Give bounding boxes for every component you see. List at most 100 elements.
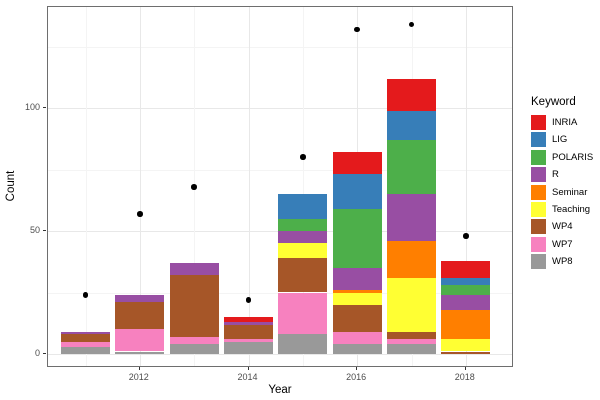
bar-segment-wp8 [332,344,382,354]
grid-major-y [48,108,512,109]
x-tick-label: 2012 [128,372,149,382]
bar-segment-wp4 [61,334,110,342]
legend-label: WP4 [552,221,573,233]
bar-segment-inria [332,152,382,175]
bar-segment-wp4 [441,351,491,354]
data-point [463,233,469,239]
bar-segment-polaris [278,218,328,231]
y-tick-mark [43,107,46,108]
bar-segment-lig [278,194,328,219]
bar-segment-inria [224,317,273,322]
y-tick-mark [43,353,46,354]
legend-item-wp7: WP7 [531,236,593,252]
bar-segment-wp4 [169,275,219,337]
x-tick-mark [464,367,466,370]
legend-item-polaris: POLARIS [531,149,594,165]
grid-major-x [465,7,467,366]
legend-swatch-inria [531,115,546,130]
legend: Keyword INRIA LIG POLARIS R Seminar Teaching W… [531,96,593,272]
bar-segment-wp4 [278,258,328,293]
legend-swatch-wp8 [531,254,546,270]
bar-segment-wp4 [332,304,382,332]
x-tick-label: 2018 [454,372,475,382]
y-tick-mark [43,230,46,231]
grid-minor-y [48,169,512,171]
legend-label: R [552,169,559,181]
legend-swatch-lig [531,132,546,148]
bar-segment-lig [441,277,491,286]
bar-segment-teaching [441,339,491,352]
bar-segment-lig [332,174,382,209]
bar-segment-inria [387,78,436,111]
bar-segment-wp7 [115,329,165,352]
y-axis-title: Count [5,170,17,202]
x-axis-title: Year [268,384,292,396]
bar-segment-polaris [387,140,436,195]
bar-segment-wp4 [115,302,165,330]
bar-segment-wp4 [224,324,273,340]
bar-segment-seminar [387,240,436,278]
bar-segment-wp8 [169,344,219,354]
grid-major-x [248,7,250,366]
bar-segment-wp8 [115,351,165,354]
data-point [300,154,306,160]
bar-segment-wp7 [387,339,436,345]
legend-title: Keyword [531,96,576,108]
grid-minor-x [85,7,87,366]
x-tick-mark [356,367,358,370]
bar-segment-polaris [441,285,491,295]
legend-label: WP8 [552,256,573,268]
data-point [191,184,197,190]
x-tick-mark [138,367,140,370]
legend-label: POLARIS [552,151,594,163]
legend-item-r: R [531,167,593,183]
legend-swatch-r [531,167,546,183]
bar-segment-r [224,322,273,325]
legend-item-lig: LIG [531,132,593,148]
bar-segment-r [332,267,382,290]
x-tick-mark [247,367,249,370]
bar-segment-seminar [332,290,382,293]
bar-segment-seminar [441,309,491,340]
data-point [354,26,360,32]
bar-segment-wp7 [224,339,273,342]
plot-panel [47,6,513,367]
legend-item-teaching: Teaching [531,201,593,217]
data-point [137,211,143,217]
legend-label: INRIA [552,117,578,128]
legend-label: LIG [552,134,568,146]
grid-minor-y [48,46,512,48]
y-tick-label: 0 [34,348,40,358]
y-tick-label: 50 [29,225,40,235]
grid-major-x [139,7,141,366]
legend-swatch-wp7 [531,236,546,252]
legend-label: Teaching [552,203,591,215]
legend-swatch-wp4 [531,219,546,235]
bar-segment-r [61,331,110,335]
data-point [82,292,89,298]
bar-segment-r [441,295,491,310]
bar-segment-wp4 [387,331,436,340]
bar-segment-wp8 [278,334,328,354]
x-tick-label: 2016 [346,372,367,382]
grid-minor-x [302,7,304,366]
y-tick-label: 100 [24,102,40,112]
grid-major-y [48,354,512,355]
bar-segment-wp8 [61,346,110,354]
bar-segment-wp7 [169,336,219,345]
bar-segment-r [115,295,165,303]
x-tick-label: 2014 [237,372,258,382]
legend-swatch-polaris [531,149,546,165]
bar-segment-r [278,231,328,244]
bar-segment-teaching [332,292,382,305]
bar-segment-r [387,194,436,241]
bar-segment-wp8 [224,341,273,354]
bar-segment-wp8 [387,344,436,354]
bar-segment-inria [441,260,491,278]
data-point [245,297,252,303]
bar-segment-wp7 [332,331,382,345]
legend-swatch-teaching [531,201,546,217]
legend-swatch-seminar [531,184,546,200]
bar-segment-wp7 [61,341,110,347]
